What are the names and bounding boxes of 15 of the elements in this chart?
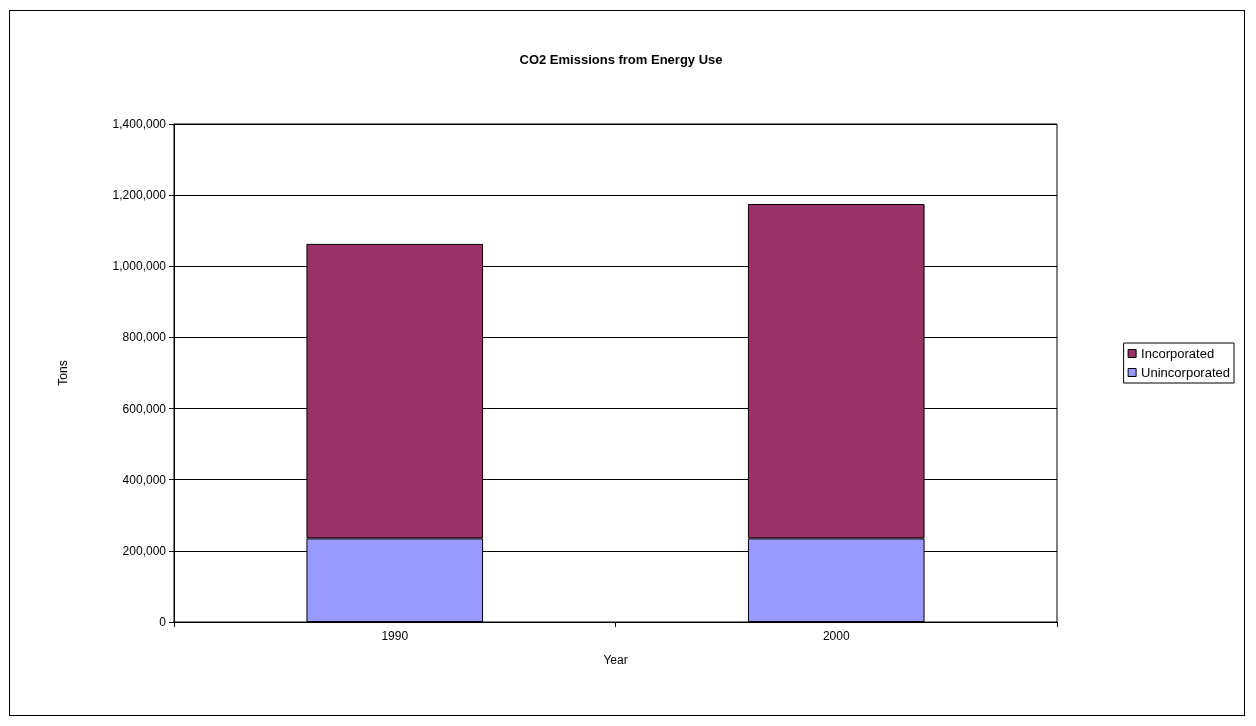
y-tick-label: 400,000 [122, 472, 167, 487]
x-axis-title: Year [603, 653, 628, 667]
legend-label: Incorporated [1141, 346, 1215, 361]
y-tick-label: 200,000 [122, 543, 167, 558]
y-tick-label: 0 [159, 615, 167, 629]
y-tick-label: 600,000 [122, 401, 167, 416]
x-tick-label: 2000 [822, 629, 850, 643]
y-tick-label: 1,400,000 [112, 117, 167, 131]
y-axis-title: Tons [56, 360, 70, 386]
y-tick-label: 1,000,000 [112, 259, 167, 274]
y-tick-label: 800,000 [122, 330, 167, 345]
legend-label: Unincorporated [1141, 365, 1230, 380]
y-tick-label: 1,200,000 [112, 188, 167, 203]
chart-title: CO2 Emissions from Energy Use [519, 52, 723, 67]
x-tick-label: 1990 [381, 629, 409, 643]
